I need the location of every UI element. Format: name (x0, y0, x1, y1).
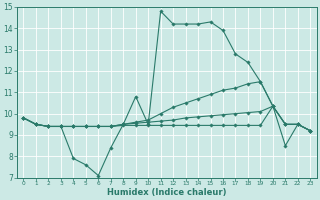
X-axis label: Humidex (Indice chaleur): Humidex (Indice chaleur) (107, 188, 227, 197)
